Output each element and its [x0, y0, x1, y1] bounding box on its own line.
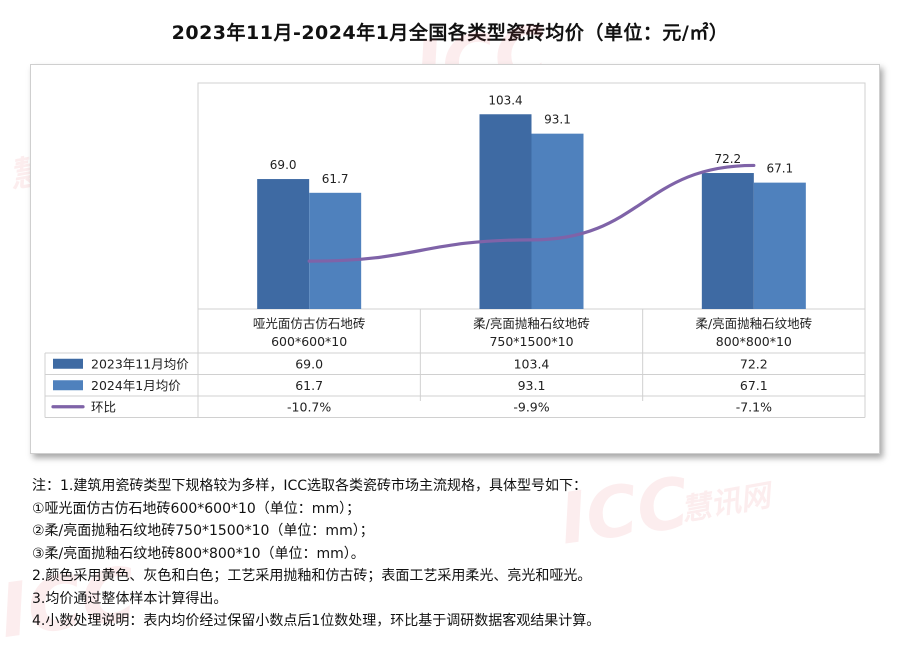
category-label-0-spec: 600*600*10 — [271, 334, 347, 349]
bar-label-1-0: 61.7 — [322, 172, 349, 186]
category-label-1-spec: 750*1500*10 — [489, 334, 573, 349]
table-cell-1-1: 93.1 — [518, 378, 546, 393]
table-cell-1-2: 67.1 — [740, 378, 768, 393]
line-series-mom — [307, 163, 756, 263]
legend-label-2: 环比 — [91, 399, 116, 414]
note-1c: ③柔/亮面抛釉石纹地砖800*800*10（单位：mm）。 — [32, 545, 365, 562]
note-2: 2.颜色采用黄色、灰色和白色；工艺采用抛釉和仿古砖；表面工艺采用柔光、亮光和哑光… — [32, 568, 592, 584]
category-label-0-name: 哑光面仿古仿石地砖 — [253, 316, 366, 331]
legend-label-1: 2024年1月均价 — [91, 378, 181, 393]
table-cell-2-1: -9.9% — [513, 399, 549, 414]
category-label-2-name: 柔/亮面抛釉石纹地砖 — [695, 316, 812, 331]
bar-1-0 — [309, 192, 362, 309]
chart-title: 2023年11月-2024年1月全国各类型瓷砖均价（单位：元/㎡） — [171, 22, 729, 44]
bar-label-0-2: 72.2 — [714, 152, 741, 166]
bar-label-0-1: 103.4 — [488, 93, 522, 107]
table-cell-0-0: 69.0 — [295, 356, 323, 371]
bar-1-1 — [531, 133, 584, 309]
note-3: 3.均价通过整体样本计算得出。 — [32, 590, 228, 607]
bar-0-2 — [701, 173, 754, 309]
table-cell-0-1: 103.4 — [514, 356, 550, 371]
table-cell-1-0: 61.7 — [295, 378, 323, 393]
note-1b: ②柔/亮面抛釉石纹地砖750*1500*10（单位：mm）； — [32, 523, 374, 539]
bar-1-2 — [753, 182, 806, 309]
note-1: 注：1.建筑用瓷砖类型下规格较为多样，ICC选取各类瓷砖市场主流规格，具体型号如… — [32, 478, 588, 494]
table-cell-2-2: -7.1% — [736, 399, 772, 414]
chart-canvas: 69.0 61.7 103.4 93.1 72.2 67.1 哑光面仿古仿石地砖 600*60… — [44, 82, 866, 418]
bar-0-0 — [257, 179, 310, 309]
note-1a: ①哑光面仿古仿石地砖600*600*10（单位：mm）； — [32, 500, 361, 517]
note-4: 4.小数处理说明：表内均价经过保留小数点后1位数处理，环比基于调研数据客观结果计… — [32, 613, 601, 629]
bar-label-1-1: 93.1 — [544, 113, 571, 127]
category-label-2-spec: 800*800*10 — [716, 334, 792, 349]
bar-label-0-0: 69.0 — [270, 158, 297, 172]
notes-block: 注：1.建筑用瓷砖类型下规格较为多样，ICC选取各类瓷砖市场主流规格，具体型号如… — [32, 475, 872, 633]
legend-swatch-0 — [53, 358, 83, 369]
table-cell-2-0: -10.7% — [287, 399, 331, 414]
bar-0-1 — [479, 114, 532, 309]
category-label-1-name: 柔/亮面抛釉石纹地砖 — [473, 316, 590, 331]
legend-swatch-1 — [53, 380, 83, 391]
legend-label-0: 2023年11月均价 — [91, 356, 189, 371]
chart-panel: 69.0 61.7 103.4 93.1 72.2 67.1 哑光面仿古仿石地砖 600*60… — [30, 64, 880, 454]
table-cell-0-2: 72.2 — [740, 356, 768, 371]
bar-label-1-2: 67.1 — [766, 162, 793, 176]
